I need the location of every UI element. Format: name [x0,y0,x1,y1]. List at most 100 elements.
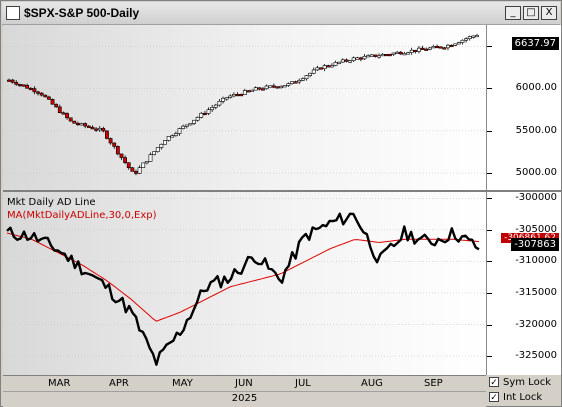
candle-body [36,91,40,94]
month-label: APR [109,378,129,389]
window-title: $SPX-S&P 500-Daily [24,6,140,20]
candle-body [438,46,443,49]
candle-body [271,85,276,88]
candle-body [159,143,164,148]
candle-body [221,97,225,102]
candle-body [420,47,425,50]
candle-body [28,87,33,91]
int-lock-checkbox[interactable]: ✓ [489,392,499,403]
sym-lock-checkbox[interactable]: ✓ [489,377,499,388]
candle-body [311,69,316,74]
candle-body [68,117,73,122]
int-lock-row[interactable]: ✓ Int Lock [489,392,542,405]
candle-body [50,99,55,105]
month-label: JUL [295,378,311,389]
price-tick-label: 6000.00 [515,82,557,94]
candle-body [377,55,381,58]
ad-tick-mark [487,198,492,200]
candle-body [344,59,349,62]
candle-body [144,161,149,164]
title-bar[interactable]: $SPX-S&P 500-Daily _ □ X [2,2,560,25]
candle-body [39,92,44,96]
minimize-button[interactable]: _ [505,6,521,20]
candle-body [297,80,302,83]
candle-body [391,52,396,55]
candle-body [43,94,48,98]
ad-tick-label: -310000 [515,255,557,267]
candle-body [213,104,218,108]
ad-line-chart[interactable] [3,192,486,375]
candle-body [14,82,19,85]
candle-body [373,54,378,57]
candle-body [467,36,472,39]
candle-body [206,109,211,114]
candle-body [173,133,178,136]
panel-divider[interactable] [3,190,561,192]
candle-body [188,123,193,126]
year-label: 2025 [231,393,258,404]
candle-body [351,57,356,62]
candle-body [246,90,251,93]
candle-body [17,84,22,87]
candle-body [166,136,171,141]
candle-body [61,112,66,115]
candle-body [115,146,120,155]
candle-body [21,84,26,87]
price-chart[interactable] [3,25,486,190]
candle-body [475,35,479,38]
candle-body [148,154,153,162]
candle-body [453,43,458,46]
price-tick-label: 5500.00 [515,124,557,136]
maximize-button[interactable]: □ [523,6,539,20]
candle-body [431,46,436,49]
month-label: MAR [48,378,71,389]
candle-body [417,47,421,52]
x-axis[interactable]: MAR APR MAY JUN JUL AUG SEP [3,375,486,392]
candle-body [112,142,117,147]
ad-tick-mark [487,261,492,263]
int-lock-label: Int Lock [503,392,543,403]
candle-body [355,57,360,60]
candle-body [464,38,469,41]
candle-body [449,44,454,48]
candle-body [446,44,450,49]
candle-body [319,67,323,70]
candle-body [57,106,62,114]
candle-body [388,54,392,57]
candle-body [362,56,367,60]
candle-body [108,138,113,144]
ad-y-axis[interactable]: -300000 -305000 -310000 -315000 -320000 -3250… [486,192,561,375]
candle-body [224,97,229,100]
candle-body [264,85,269,90]
sym-lock-row[interactable]: ✓ Sym Lock [489,377,551,390]
candle-body [460,39,465,43]
month-label: AUG [361,378,383,389]
ad-tick-mark [487,229,492,231]
candle-body [413,49,418,53]
candle-body [203,112,207,116]
candle-body [25,85,30,89]
price-tick-mark [487,173,492,175]
candle-body [163,140,167,145]
candle-body [340,59,345,63]
candle-body [199,112,204,118]
candle-body [242,90,247,96]
candle-body [94,128,98,131]
ad-legend: Mkt Daily AD Line [7,197,96,208]
candle-body [76,122,80,126]
close-button[interactable]: X [541,6,557,20]
candle-body [210,107,215,111]
ad-tick-mark [487,292,492,294]
month-label: JUN [235,378,253,389]
candle-body [130,167,135,172]
candle-body [402,53,407,56]
candle-body [329,65,334,68]
price-last-value: 6637.97 [511,37,559,50]
month-label: MAY [172,378,193,389]
ad-tick-label: -300000 [515,192,557,204]
candle-body [184,124,189,127]
candle-body [79,123,84,126]
candle-body [333,62,338,66]
